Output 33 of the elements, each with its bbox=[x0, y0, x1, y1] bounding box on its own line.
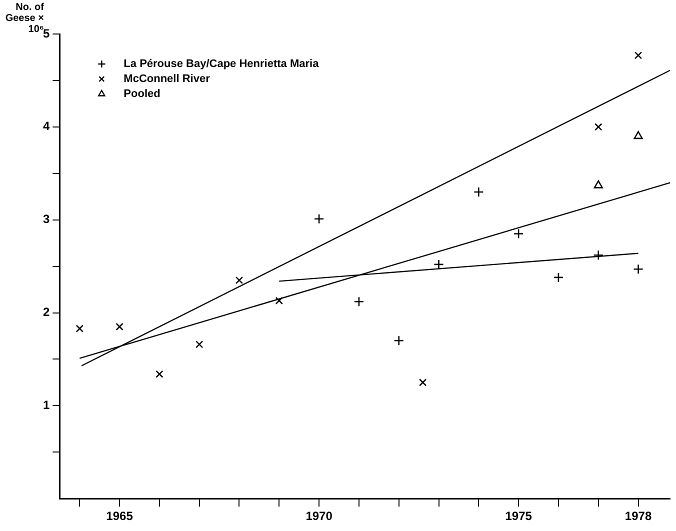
x-tick-label: 1970 bbox=[306, 509, 333, 524]
point bbox=[633, 264, 644, 274]
y-tick-label: 1 bbox=[42, 398, 50, 412]
point bbox=[634, 52, 642, 60]
point bbox=[418, 378, 427, 386]
y-tick-label: 4 bbox=[42, 119, 50, 134]
point bbox=[593, 250, 604, 260]
point bbox=[76, 324, 84, 332]
legend-label: La Pérouse Bay/Cape Henrietta Maria bbox=[124, 58, 320, 70]
point bbox=[394, 335, 404, 346]
point bbox=[275, 296, 283, 305]
point bbox=[196, 340, 204, 348]
point bbox=[314, 214, 324, 224]
legend-label: McConnell River bbox=[124, 73, 211, 86]
y-tick-label: 3 bbox=[42, 212, 50, 226]
y-tick-label: 5 bbox=[42, 26, 50, 40]
x-tick-label: 1978 bbox=[624, 509, 652, 524]
y-tick-label: 2 bbox=[42, 305, 50, 320]
point bbox=[235, 276, 244, 284]
point bbox=[474, 186, 484, 198]
point bbox=[434, 259, 444, 270]
x-tick-label: 1975 bbox=[505, 509, 532, 524]
point bbox=[594, 180, 603, 188]
point bbox=[634, 131, 643, 140]
x-tick-label: 1965 bbox=[106, 509, 134, 524]
point bbox=[553, 272, 564, 283]
point bbox=[594, 123, 602, 131]
point bbox=[116, 322, 124, 331]
y-axis-title: No. of Geese × 10⁶ bbox=[4, 2, 44, 35]
point bbox=[354, 296, 364, 307]
point bbox=[513, 228, 524, 239]
legend-label: Pooled bbox=[124, 88, 160, 100]
point bbox=[156, 370, 164, 378]
